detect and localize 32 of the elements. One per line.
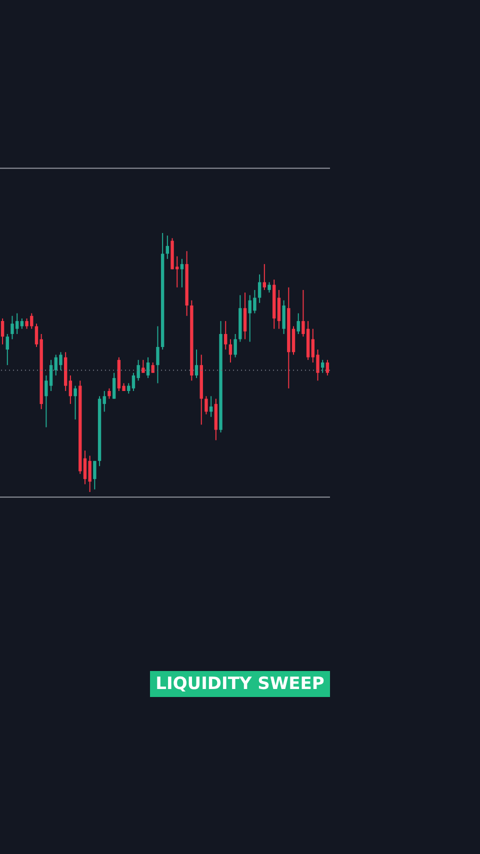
candlestick bbox=[326, 359, 330, 376]
candlestick bbox=[0, 318, 4, 345]
candlestick bbox=[93, 460, 96, 490]
candlestick bbox=[204, 396, 208, 415]
candlestick bbox=[108, 388, 111, 400]
candlestick bbox=[102, 390, 106, 412]
candlestick bbox=[282, 300, 286, 335]
candlestick bbox=[156, 326, 160, 384]
candlestick bbox=[224, 320, 228, 350]
candlestick bbox=[209, 396, 213, 418]
text: LIQUIDITY SWEEP bbox=[150, 671, 330, 697]
candlestick bbox=[146, 356, 150, 379]
candlestick bbox=[127, 382, 130, 394]
candlestick bbox=[6, 334, 9, 366]
candlestick bbox=[68, 374, 72, 404]
candlestick bbox=[194, 349, 198, 379]
candlestick bbox=[243, 292, 247, 340]
candlestick bbox=[277, 289, 281, 330]
candlestick bbox=[228, 338, 232, 363]
candlestick bbox=[262, 264, 266, 290]
candlestick bbox=[321, 359, 324, 374]
candlestick bbox=[166, 235, 170, 260]
candlestick bbox=[151, 362, 154, 374]
candlestick bbox=[20, 318, 24, 330]
candlestick bbox=[112, 372, 116, 400]
candlestick bbox=[234, 334, 237, 358]
candlestick bbox=[296, 312, 300, 335]
candlestick bbox=[74, 385, 77, 420]
candlestick bbox=[258, 274, 262, 304]
candlestick bbox=[142, 359, 145, 374]
candlestick bbox=[180, 258, 184, 288]
candlestick bbox=[268, 282, 271, 294]
